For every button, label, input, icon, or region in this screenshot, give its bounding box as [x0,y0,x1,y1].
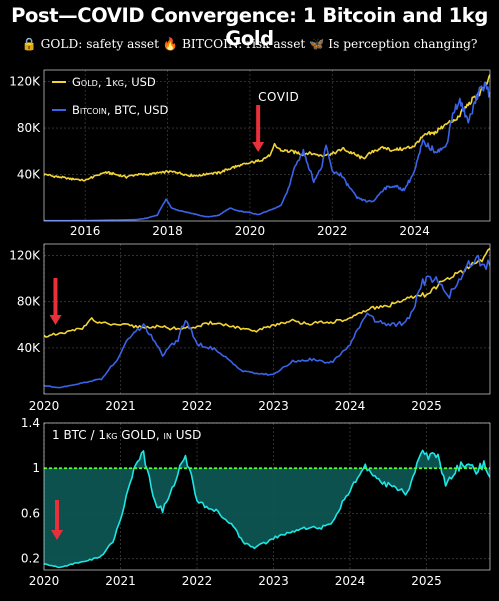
y-tick-label: 80K [17,295,41,309]
x-tick-label: 2016 [70,224,101,238]
ratio-area-fill [44,450,490,568]
legend-bitcoin-label: Bitcoin, BTC, USD [72,103,169,117]
legend: Gold, 1kg, USD Bitcoin, BTC, USD [52,75,169,117]
covid-arrow-head [252,142,265,152]
y-tick-label: 0.2 [21,552,40,566]
plot-area [44,244,490,394]
legend-gold-label: Gold, 1kg, USD [72,75,156,89]
gold-series-line [44,247,490,338]
subtitle-bitcoin-text: BITCOIN: risk asset [181,37,306,51]
x-tick-label: 2022 [182,574,213,588]
x-tick-label: 2018 [152,224,183,238]
x-tick-label: 2021 [105,399,136,413]
ratio-series-line [44,449,490,569]
y-tick-label: 0.6 [21,506,40,520]
plot-group [44,247,490,389]
plot-frame [43,69,491,222]
plot-group [44,74,490,221]
bitcoin-series-line [44,82,490,221]
chart-title: Post—COVID Convergence: 1 Bitcoin and 1k… [11,4,488,50]
y-tick-label: 120K [9,75,41,89]
plot-group [44,449,490,569]
x-tick-label: 2020 [235,224,266,238]
x-tick-label: 2025 [411,399,442,413]
y-tick-label: 40K [17,168,41,182]
covid-annotation-label: COVID [258,90,299,104]
x-tick-label: 2024 [335,399,366,413]
x-tick-label: 2022 [317,224,348,238]
y-tick-label: 40K [17,341,41,355]
x-tick-label: 2024 [335,574,366,588]
lock-icon: 🔒 [21,37,37,51]
x-tick-label: 2020 [29,399,60,413]
x-tick-label: 2023 [258,574,289,588]
covid-arrow-head [49,315,62,325]
plot-frame [43,243,491,395]
subtitle-gold-text: GOLD: safety asset [40,37,159,51]
ratio-panel-label: 1 BTC / 1kg GOLD, in USD [52,428,201,442]
x-tick-label: 2020 [29,574,60,588]
x-tick-label: 2022 [182,399,213,413]
x-tick-label: 2024 [399,224,430,238]
y-tick-label: 120K [9,249,41,263]
chart-subtitle: 🔒 GOLD: safety asset 🔥 BITCOIN: risk ass… [0,37,499,51]
x-tick-label: 2023 [258,399,289,413]
y-tick-label: 1 [32,461,40,475]
x-tick-label: 2021 [105,574,136,588]
covid-arrow-head [51,530,64,540]
bitcoin-series-line [44,254,490,389]
subtitle-question-text: Is perception changing? [328,37,478,51]
chart-panel-2: 40K 80K 120K 2020 2021 2022 2023 2024 2025 [9,243,491,413]
plot-frame [43,422,491,571]
gold-series-line [44,74,490,182]
y-tick-label: 1.4 [21,416,40,430]
x-tick-label: 2025 [411,574,442,588]
y-tick-label: 80K [17,121,41,135]
fire-icon: 🔥 [162,37,179,51]
chart-panel-3: 0.2 0.6 1 1.4 2020 2021 2022 2023 2024 2025 1 BTC … [21,416,491,588]
butterfly-icon: 🦋 [309,37,325,51]
chart-panel-1: 40K 80K 120K 2016 2018 2020 2022 2024 COVID Gold,… [9,69,491,238]
